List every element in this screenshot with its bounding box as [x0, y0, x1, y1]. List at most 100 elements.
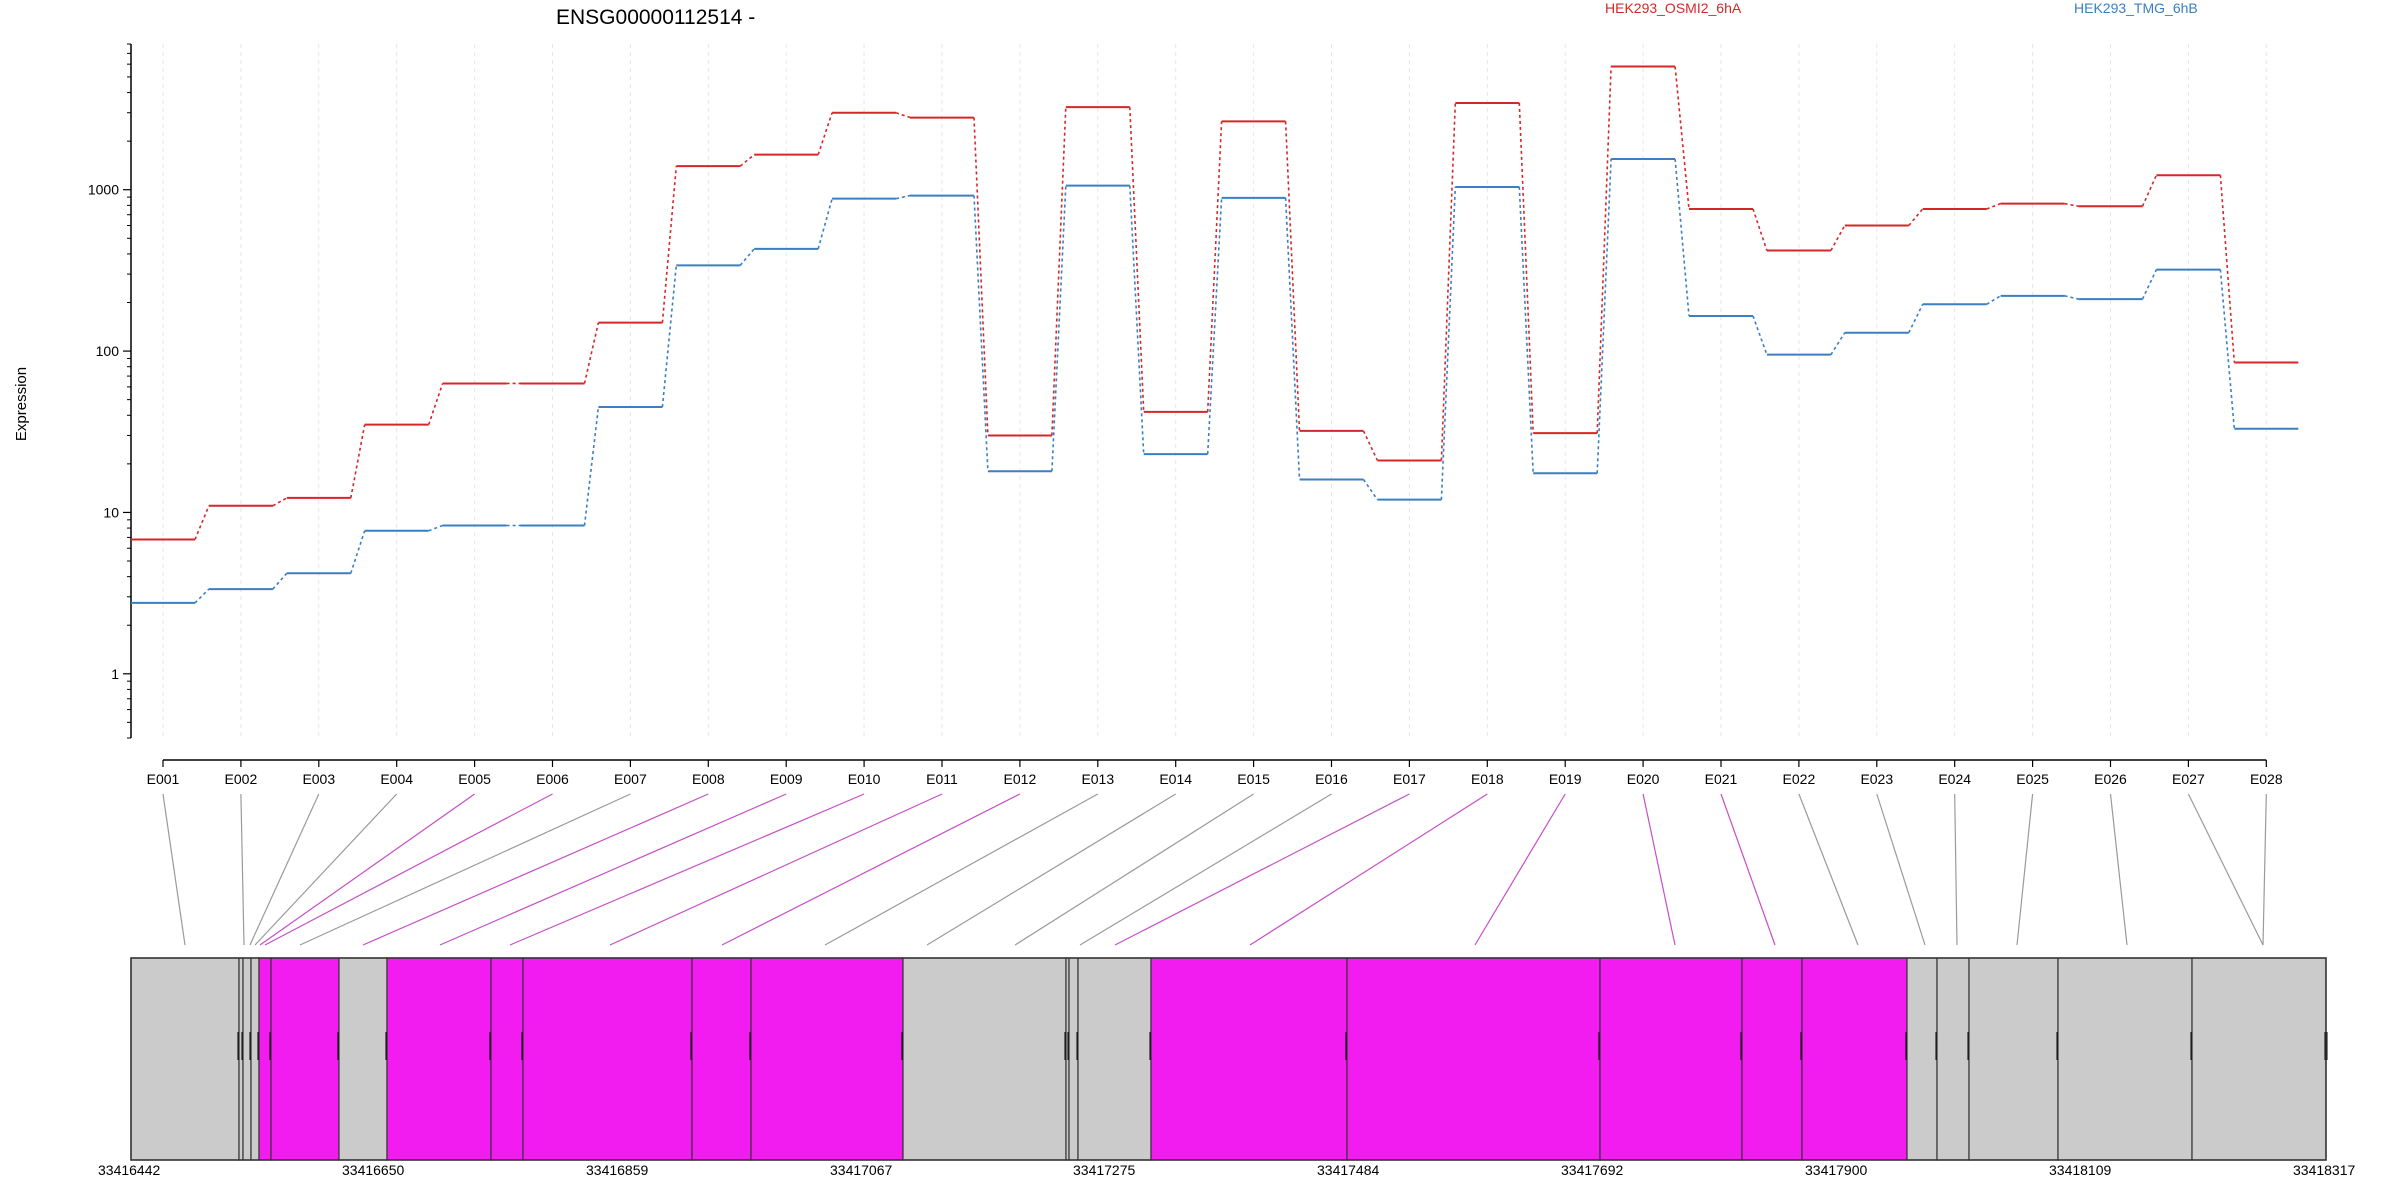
- grid-lines: [162, 44, 2267, 738]
- x-tick-label: E021: [1705, 771, 1738, 787]
- series-connector: [1830, 225, 1846, 251]
- x-tick-label: E001: [147, 771, 180, 787]
- series-connector: [1596, 66, 1612, 434]
- x-tick-label: E007: [614, 771, 647, 787]
- x-axis: E001 E002 E003 E004 E005 E006 E007 E008 E009 E010…: [147, 759, 2283, 787]
- exon-connector: [1114, 793, 1410, 946]
- exon-connector: [240, 793, 245, 946]
- y-tick-label: 1000: [88, 182, 119, 198]
- series-connector: [583, 406, 600, 526]
- x-tick-label: E024: [1938, 771, 1971, 787]
- exon-block: [1968, 957, 2059, 1161]
- series-connector: [427, 383, 444, 425]
- coordinate-label: 33416650: [342, 1162, 405, 1178]
- x-tick-label: E027: [2172, 771, 2205, 787]
- x-tick-label: E008: [692, 771, 725, 787]
- exon-connector: [1954, 793, 1958, 946]
- series-connector: [428, 524, 443, 532]
- exon-connector: [609, 793, 943, 946]
- series-connector: [1440, 102, 1457, 461]
- series-connector: [1206, 121, 1223, 412]
- y-axis-label: Expression: [13, 367, 30, 441]
- exon-connector: [1474, 793, 1566, 946]
- series-connector: [1908, 208, 1924, 227]
- series-connector: [661, 166, 678, 323]
- series-connector: [1674, 158, 1690, 317]
- series-connector: [1986, 202, 2001, 210]
- exon-block: [691, 957, 752, 1161]
- series-connector: [973, 117, 989, 436]
- x-tick-label: E011: [926, 771, 958, 787]
- x-tick-label: E010: [848, 771, 881, 787]
- exon-block: [1150, 957, 1348, 1161]
- series-connector: [2064, 202, 2079, 208]
- series-connector: [1129, 107, 1145, 412]
- coordinate-label: 33416442: [98, 1162, 161, 1178]
- exon-connector: [2262, 793, 2267, 946]
- series-connector: [1362, 430, 1379, 461]
- series-connector: [2141, 269, 2158, 300]
- exon-block: [386, 957, 492, 1161]
- series-connector: [1908, 303, 1924, 334]
- coordinate-label: 33417275: [1073, 1162, 1136, 1178]
- series-connector: [1284, 121, 1301, 431]
- series-connector: [973, 195, 989, 472]
- exon-block: [902, 957, 1067, 1161]
- exon-connector: [2187, 793, 2264, 946]
- series-connector: [272, 572, 288, 590]
- x-tick-label: E017: [1393, 771, 1426, 787]
- exon-connector: [824, 793, 1099, 946]
- exon-block: [1077, 957, 1152, 1161]
- x-tick-label: E002: [225, 771, 258, 787]
- x-tick-label: E025: [2016, 771, 2049, 787]
- exon-connector: [1642, 793, 1676, 946]
- x-tick-label: E020: [1627, 771, 1660, 787]
- series-connector: [739, 154, 755, 167]
- coordinate-label: 33417900: [1805, 1162, 1868, 1178]
- exon-block: [522, 957, 693, 1161]
- coordinate-label: 33416859: [586, 1162, 649, 1178]
- chart-title: ENSG00000112514 -: [556, 6, 755, 29]
- series-connector: [1051, 185, 1067, 472]
- series-connector: [1674, 66, 1690, 210]
- coordinate-label: 33417484: [1317, 1162, 1380, 1178]
- x-tick-label: E013: [1081, 771, 1114, 787]
- series-connector: [1518, 186, 1534, 474]
- exon-connector: [2016, 793, 2034, 946]
- series-connector: [1129, 185, 1145, 455]
- exon-connector: [249, 793, 320, 946]
- series-connector: [1518, 102, 1534, 434]
- exon-block: [270, 957, 340, 1161]
- series-connector: [583, 322, 600, 384]
- exon-block: [130, 957, 240, 1161]
- exon-connector: [264, 793, 553, 946]
- y-tick-label: 10: [103, 504, 119, 520]
- coordinate-label: 33418109: [2049, 1162, 2112, 1178]
- x-tick-label: E018: [1471, 771, 1504, 787]
- exon-connector: [259, 793, 475, 946]
- x-tick-label: E022: [1783, 771, 1816, 787]
- exon-connector: [1079, 793, 1332, 946]
- series-connector: [2141, 174, 2158, 207]
- series-connector: [1752, 208, 1768, 251]
- series-connector: [194, 588, 210, 604]
- y-tick-label: 100: [96, 343, 120, 359]
- series-2: [131, 158, 2299, 604]
- x-tick-label: E012: [1004, 771, 1037, 787]
- series-connector: [272, 497, 288, 507]
- series-lines: [131, 65, 2299, 604]
- exon-connectors: [162, 793, 2267, 946]
- exon-block: [338, 957, 388, 1161]
- series-connector: [739, 248, 755, 266]
- exon-connector: [1720, 793, 1776, 946]
- exon-connector: [1249, 793, 1488, 946]
- coordinate-label: 33417692: [1561, 1162, 1624, 1178]
- x-tick-label: E014: [1159, 771, 1192, 787]
- series-1: [131, 65, 2299, 541]
- x-tick-label: E005: [458, 771, 491, 787]
- legend-series-1: HEK293_OSMI2_6hA: [1605, 0, 1742, 16]
- series-connector: [1440, 186, 1457, 500]
- series-connector: [817, 198, 833, 250]
- series-connector: [1596, 158, 1612, 474]
